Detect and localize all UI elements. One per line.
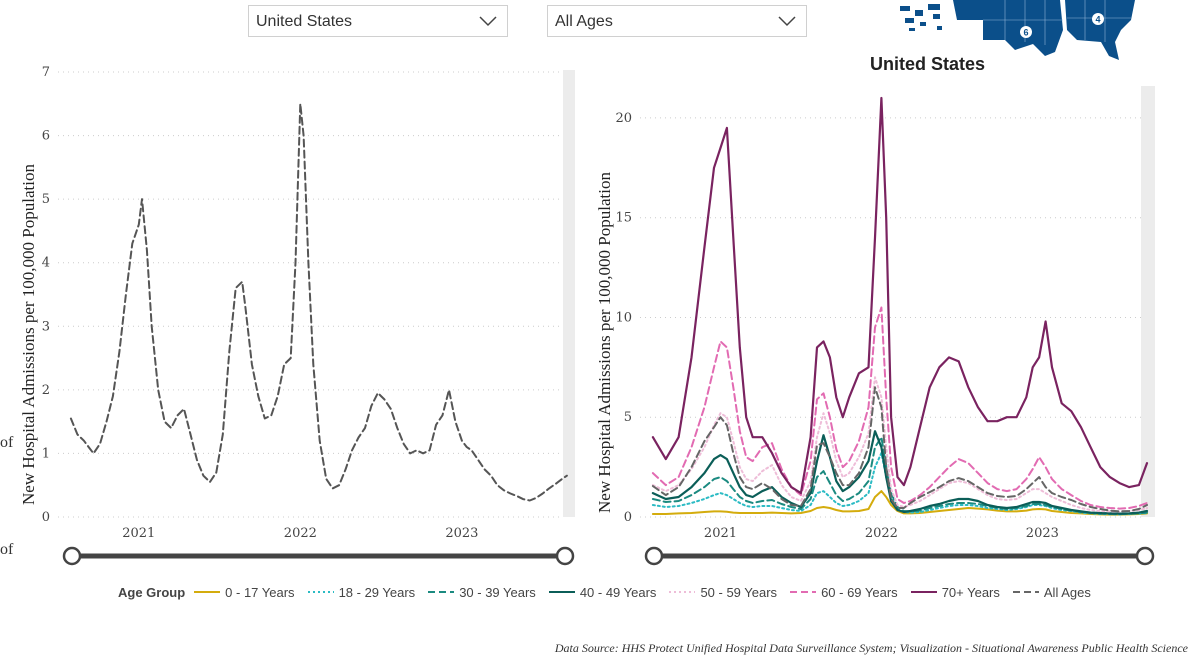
chart-range-shade: [563, 70, 575, 517]
region-badge-label: 4: [1095, 15, 1100, 25]
y-axis-label: New Hospital Admissions per 100,000 Popu…: [595, 172, 614, 513]
date-range-slider-handle[interactable]: [62, 546, 82, 566]
chart-title: United States: [870, 54, 985, 74]
region-badge: [1092, 13, 1104, 25]
y-tick-label: 6: [42, 129, 50, 144]
region-dropdown-value: United States: [256, 13, 353, 30]
date-range-slider-handle[interactable]: [644, 546, 664, 566]
y-tick-label: 1: [42, 446, 50, 461]
x-tick-label: 2022: [865, 526, 898, 541]
charts-canvas: 0 1 2 3 4 5 6 7 2021 2022 2023 New Hospital Admissi…: [19, 54, 1155, 566]
x-tick-label: 2021: [704, 526, 737, 541]
series-line-50-59-years: [651, 376, 1148, 513]
legend-item[interactable]: 70+ Years: [910, 585, 1000, 600]
x-tick-label: 2021: [122, 526, 155, 541]
series-line-30-39-years: [651, 436, 1148, 516]
legend: Age Group 0 - 17 Years 18 - 29 Years 30 - …: [118, 582, 1103, 602]
x-tick-label: 2023: [445, 526, 478, 541]
chart-range-shade: [1141, 86, 1155, 517]
y-tick-label: 15: [615, 211, 632, 226]
y-tick-label: 7: [42, 65, 50, 80]
age-dropdown-value: All Ages: [555, 13, 613, 30]
stray-text: of: [0, 541, 14, 558]
age-dropdown[interactable]: All Ages: [547, 5, 807, 37]
legend-item[interactable]: 40 - 49 Years: [548, 584, 657, 600]
series-line-0-17-years: [651, 490, 1148, 516]
y-tick-label: 10: [615, 310, 632, 325]
legend-label: 60 - 69 Years: [821, 584, 898, 600]
legend-item[interactable]: 18 - 29 Years: [307, 584, 416, 600]
legend-item[interactable]: 30 - 39 Years: [427, 585, 536, 600]
y-tick-label: 0: [624, 510, 632, 525]
series-line-all-ages: [651, 386, 1148, 513]
chevron-down-icon: [778, 16, 796, 27]
date-range-slider-handle[interactable]: [1135, 546, 1155, 566]
legend-label: 40 - 49 Years: [579, 584, 657, 600]
legend-label: 0 - 17 Years: [225, 584, 295, 600]
legend-title: Age Group: [118, 584, 186, 600]
y-tick-label: 5: [624, 410, 632, 425]
legend-item[interactable]: 0 - 17 Years: [193, 584, 295, 600]
chevron-down-icon: [479, 16, 497, 27]
legend-label: 50 - 59 Years: [700, 584, 778, 600]
series-line-all-ages: [69, 102, 568, 502]
legend-swatch: [1012, 591, 1039, 593]
legend-swatch: [307, 591, 334, 593]
x-tick-label: 2022: [284, 526, 317, 541]
region-dropdown[interactable]: United States: [248, 5, 508, 37]
region-badge-label: 6: [1023, 28, 1028, 38]
y-tick-label: 5: [42, 192, 50, 207]
legend-swatch: [194, 591, 221, 593]
y-tick-label: 3: [42, 319, 50, 334]
series-line-70-years: [651, 96, 1149, 495]
y-tick-label: 20: [615, 111, 632, 126]
legend-item[interactable]: 50 - 59 Years: [668, 585, 777, 600]
legend-swatch: [790, 591, 817, 593]
region-badge: [1020, 26, 1032, 38]
legend-item[interactable]: 60 - 69 Years: [789, 585, 898, 600]
legend-label: 70+ Years: [941, 584, 1000, 600]
legend-swatch: [910, 591, 937, 593]
legend-swatch: [428, 591, 455, 593]
stray-text: of: [0, 434, 14, 451]
date-range-slider-handle[interactable]: [555, 546, 575, 566]
legend-item[interactable]: All Ages: [1012, 585, 1091, 600]
legend-label: All Ages: [1043, 584, 1091, 600]
legend-swatch: [548, 591, 575, 593]
y-tick-label: 4: [42, 256, 50, 271]
x-tick-label: 2023: [1026, 526, 1059, 541]
y-tick-label: 0: [42, 510, 50, 525]
y-tick-label: 2: [42, 383, 50, 398]
legend-swatch: [669, 591, 696, 593]
series-line-40-49-years: [651, 430, 1149, 515]
us-region-map[interactable]: 6 4: [895, 0, 1135, 62]
y-axis-label: New Hospital Admissions per 100,000 Popu…: [19, 164, 38, 505]
series-line-60-69-years: [651, 306, 1148, 510]
legend-label: 30 - 39 Years: [459, 584, 536, 600]
legend-label: 18 - 29 Years: [338, 584, 416, 600]
data-source-note: Data Source: HHS Protect Unified Hospita…: [554, 641, 1188, 655]
